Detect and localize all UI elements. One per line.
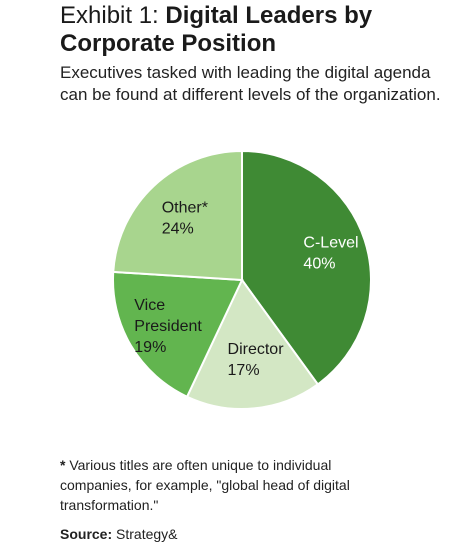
pie-slice-other [112, 149, 243, 282]
slice-value-label-1: 17% [228, 362, 260, 379]
slice-category-label-3: Other* [162, 199, 208, 216]
slice-category-label-1: Director [228, 341, 285, 358]
footnote: * Various titles are often unique to ind… [60, 455, 390, 515]
title-prefix: Exhibit 1: [60, 2, 166, 29]
pie-slice-director [185, 278, 320, 410]
pie-slice-c-level [241, 149, 372, 386]
footnote-text: Various titles are often unique to indiv… [60, 457, 350, 513]
slice-value-label-0: 40% [303, 255, 335, 272]
pie-slice-vice-president [112, 270, 244, 399]
chart-subtitle: Executives tasked with leading the digit… [60, 63, 441, 104]
slice-value-label-3: 24% [162, 220, 194, 237]
slice-category-label-0: C-Level [303, 234, 358, 251]
chart-title: Exhibit 1: Digital Leaders by Corporate … [60, 2, 460, 58]
source-label: Source: [60, 526, 113, 542]
slice-category-label-2: President [134, 318, 202, 335]
slice-category-label-2: Vice [134, 297, 165, 314]
source-text: Strategy& [112, 526, 178, 542]
slice-value-label-2: 19% [134, 339, 166, 356]
source-line: Source: Strategy& [60, 526, 178, 542]
footnote-mark: * [60, 457, 66, 473]
title-main: Digital Leaders by Corporate Position [60, 2, 373, 57]
